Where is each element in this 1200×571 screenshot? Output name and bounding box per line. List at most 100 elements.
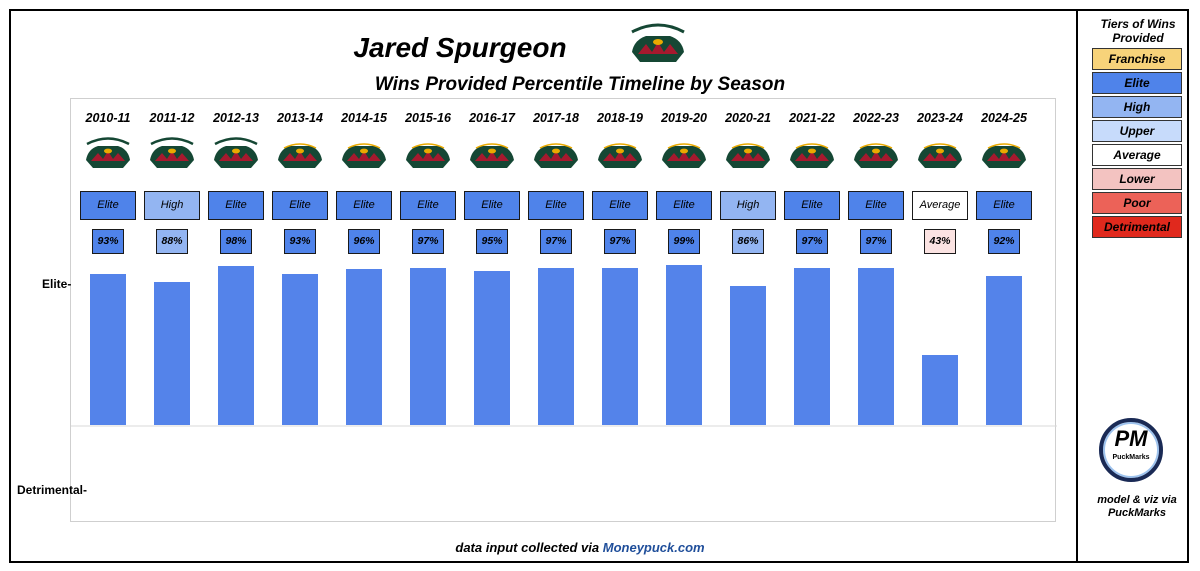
season-label: 2015-16	[405, 111, 451, 125]
percentile-label: 97%	[860, 229, 892, 254]
tier-badge: Elite	[400, 191, 456, 220]
bar	[666, 264, 702, 425]
season-label: 2022-23	[853, 111, 899, 125]
bar	[474, 271, 510, 425]
minnesota-wild-logo-icon	[82, 136, 134, 175]
tier-badge: Average	[912, 191, 968, 220]
bar	[218, 266, 254, 425]
chart-frame	[9, 9, 1189, 563]
bar	[282, 274, 318, 425]
legend-title: Tiers of Wins Provided	[1100, 17, 1176, 45]
bar	[90, 274, 126, 425]
season-label: 2014-15	[341, 111, 387, 125]
percentile-label: 99%	[668, 229, 700, 254]
brand-credit: model & viz via PuckMarks	[1097, 494, 1177, 519]
season-label: 2016-17	[469, 111, 515, 125]
minnesota-wild-logo-icon	[658, 136, 710, 175]
minnesota-wild-logo-icon	[274, 136, 326, 175]
brand-logo-name: PuckMarks	[1112, 454, 1150, 461]
moneypuck-link[interactable]: Moneypuck.com	[602, 540, 705, 555]
season-label: 2024-25	[981, 111, 1027, 125]
tier-badge: Elite	[208, 191, 264, 220]
minnesota-wild-logo-icon	[722, 136, 774, 175]
minnesota-wild-logo-icon	[530, 136, 582, 175]
minnesota-wild-logo-icon	[631, 23, 685, 62]
brand-logo-text: PM	[1114, 426, 1148, 451]
tier-badge: Elite	[464, 191, 520, 220]
percentile-label: 93%	[92, 229, 124, 254]
tier-badge: Elite	[976, 191, 1032, 220]
percentile-label: 96%	[348, 229, 380, 254]
minnesota-wild-logo-icon	[210, 136, 262, 175]
season-label: 2023-24	[917, 111, 963, 125]
bar	[410, 267, 446, 425]
percentile-label: 97%	[604, 229, 636, 254]
minnesota-wild-logo-icon	[466, 136, 518, 175]
minnesota-wild-logo-icon	[402, 136, 454, 175]
bar	[922, 355, 958, 425]
bar	[602, 267, 638, 425]
legend-item-high: High	[1092, 96, 1182, 118]
axis-svg	[71, 425, 1057, 427]
tier-badge: Elite	[592, 191, 648, 220]
legend-item-detrimental: Detrimental	[1092, 216, 1182, 238]
tier-badge: Elite	[336, 191, 392, 220]
tier-badge: Elite	[528, 191, 584, 220]
y-label-elite: Elite-	[42, 277, 72, 291]
percentile-label: 88%	[156, 229, 188, 254]
season-label: 2020-21	[725, 111, 771, 125]
bar	[154, 282, 190, 425]
percentile-label: 97%	[540, 229, 572, 254]
bar	[986, 275, 1022, 425]
chart-title: Jared Spurgeon	[353, 32, 567, 63]
percentile-label: 95%	[476, 229, 508, 254]
sidebar-divider	[1076, 9, 1078, 563]
percentile-label: 97%	[412, 229, 444, 254]
season-label: 2021-22	[789, 111, 835, 125]
tier-badge: Elite	[784, 191, 840, 220]
bar	[858, 267, 894, 425]
percentile-label: 97%	[796, 229, 828, 254]
puckmarks-logo-icon: PM PuckMarks	[1099, 418, 1163, 482]
percentile-label: 86%	[732, 229, 764, 254]
footer-credit: data input collected via Moneypuck.com	[300, 540, 860, 555]
minnesota-wild-logo-icon	[594, 136, 646, 175]
percentile-label: 98%	[220, 229, 252, 254]
season-label: 2011-12	[149, 111, 195, 125]
legend-item-franchise: Franchise	[1092, 48, 1182, 70]
tier-badge: Elite	[656, 191, 712, 220]
season-label: 2012-13	[213, 111, 259, 125]
y-label-detrimental: Detrimental-	[17, 483, 88, 497]
minnesota-wild-logo-icon	[146, 136, 198, 175]
chart-subtitle: Wins Provided Percentile Timeline by Sea…	[374, 74, 786, 95]
tier-badge: Elite	[80, 191, 136, 220]
bar	[346, 269, 382, 425]
season-label: 2013-14	[277, 111, 323, 125]
bar	[538, 267, 574, 425]
footer-prefix: data input collected via	[455, 540, 603, 555]
season-label: 2018-19	[597, 111, 643, 125]
season-label: 2017-18	[533, 111, 579, 125]
tier-badge: High	[720, 191, 776, 220]
tier-badge: Elite	[848, 191, 904, 220]
plot-area	[70, 98, 1057, 522]
minnesota-wild-logo-icon	[786, 136, 838, 175]
legend-item-average: Average	[1092, 144, 1182, 166]
percentile-label: 43%	[924, 229, 956, 254]
bar	[794, 267, 830, 425]
percentile-label: 92%	[988, 229, 1020, 254]
minnesota-wild-logo-icon	[978, 136, 1030, 175]
season-label: 2019-20	[661, 111, 707, 125]
season-label: 2010-11	[85, 111, 131, 125]
legend-item-elite: Elite	[1092, 72, 1182, 94]
legend-item-lower: Lower	[1092, 168, 1182, 190]
minnesota-wild-logo-icon	[914, 136, 966, 175]
tier-badge: Elite	[272, 191, 328, 220]
tier-badge: High	[144, 191, 200, 220]
legend-item-poor: Poor	[1092, 192, 1182, 214]
legend-item-upper: Upper	[1092, 120, 1182, 142]
minnesota-wild-logo-icon	[338, 136, 390, 175]
percentile-label: 93%	[284, 229, 316, 254]
minnesota-wild-logo-icon	[850, 136, 902, 175]
bar	[730, 285, 766, 425]
